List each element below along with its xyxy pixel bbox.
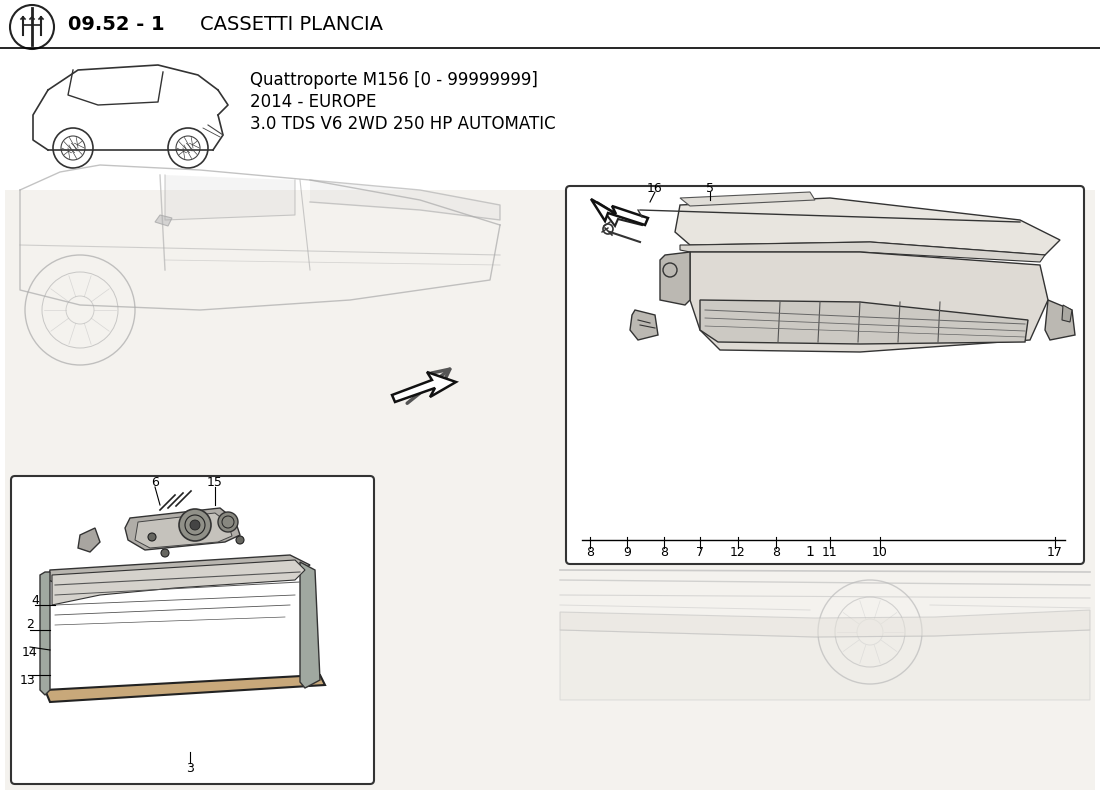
Polygon shape bbox=[165, 175, 295, 220]
Text: 12: 12 bbox=[730, 546, 746, 558]
Circle shape bbox=[148, 533, 156, 541]
Polygon shape bbox=[560, 630, 1090, 700]
Polygon shape bbox=[680, 192, 815, 206]
Polygon shape bbox=[78, 528, 100, 552]
Polygon shape bbox=[155, 215, 172, 226]
Polygon shape bbox=[560, 610, 1090, 637]
Text: 3: 3 bbox=[186, 762, 194, 774]
Polygon shape bbox=[591, 199, 648, 225]
Text: Quattroporte M156 [0 - 99999999]: Quattroporte M156 [0 - 99999999] bbox=[250, 71, 538, 89]
Polygon shape bbox=[675, 198, 1060, 255]
Circle shape bbox=[218, 512, 238, 532]
Text: 09.52 - 1: 09.52 - 1 bbox=[68, 15, 165, 34]
Polygon shape bbox=[310, 180, 500, 220]
Circle shape bbox=[236, 536, 244, 544]
Circle shape bbox=[161, 549, 169, 557]
Polygon shape bbox=[45, 675, 324, 702]
Text: 17: 17 bbox=[1047, 546, 1063, 558]
Text: 14: 14 bbox=[22, 646, 37, 658]
Text: 16: 16 bbox=[647, 182, 663, 194]
Polygon shape bbox=[392, 372, 456, 402]
Text: 8: 8 bbox=[660, 546, 668, 558]
Text: 15: 15 bbox=[207, 475, 223, 489]
Polygon shape bbox=[125, 508, 240, 550]
FancyBboxPatch shape bbox=[566, 186, 1084, 564]
Text: 4: 4 bbox=[31, 594, 38, 606]
Text: 13: 13 bbox=[20, 674, 36, 686]
Polygon shape bbox=[300, 562, 320, 688]
Bar bbox=[6, 190, 1094, 790]
Polygon shape bbox=[135, 513, 232, 548]
Polygon shape bbox=[630, 310, 658, 340]
Polygon shape bbox=[660, 252, 690, 305]
Text: 2014 - EUROPE: 2014 - EUROPE bbox=[250, 93, 376, 111]
Text: 7: 7 bbox=[696, 546, 704, 558]
Polygon shape bbox=[1045, 300, 1075, 340]
Text: 3.0 TDS V6 2WD 250 HP AUTOMATIC: 3.0 TDS V6 2WD 250 HP AUTOMATIC bbox=[250, 115, 556, 133]
Text: CASSETTI PLANCIA: CASSETTI PLANCIA bbox=[200, 15, 383, 34]
Polygon shape bbox=[700, 300, 1028, 344]
Text: 5: 5 bbox=[706, 182, 714, 194]
Text: 1: 1 bbox=[805, 545, 814, 559]
Text: 9: 9 bbox=[623, 546, 631, 558]
Text: 2: 2 bbox=[26, 618, 34, 631]
Polygon shape bbox=[48, 555, 310, 590]
Circle shape bbox=[179, 509, 211, 541]
Polygon shape bbox=[40, 572, 49, 695]
Text: 8: 8 bbox=[772, 546, 780, 558]
Polygon shape bbox=[597, 202, 645, 226]
Polygon shape bbox=[690, 252, 1048, 352]
Text: 10: 10 bbox=[872, 546, 888, 558]
Polygon shape bbox=[1062, 305, 1072, 322]
Polygon shape bbox=[680, 242, 1045, 262]
Text: 8: 8 bbox=[586, 546, 594, 558]
Text: 11: 11 bbox=[822, 546, 838, 558]
Polygon shape bbox=[52, 560, 305, 605]
FancyBboxPatch shape bbox=[11, 476, 374, 784]
Text: 6: 6 bbox=[151, 475, 158, 489]
Circle shape bbox=[190, 520, 200, 530]
